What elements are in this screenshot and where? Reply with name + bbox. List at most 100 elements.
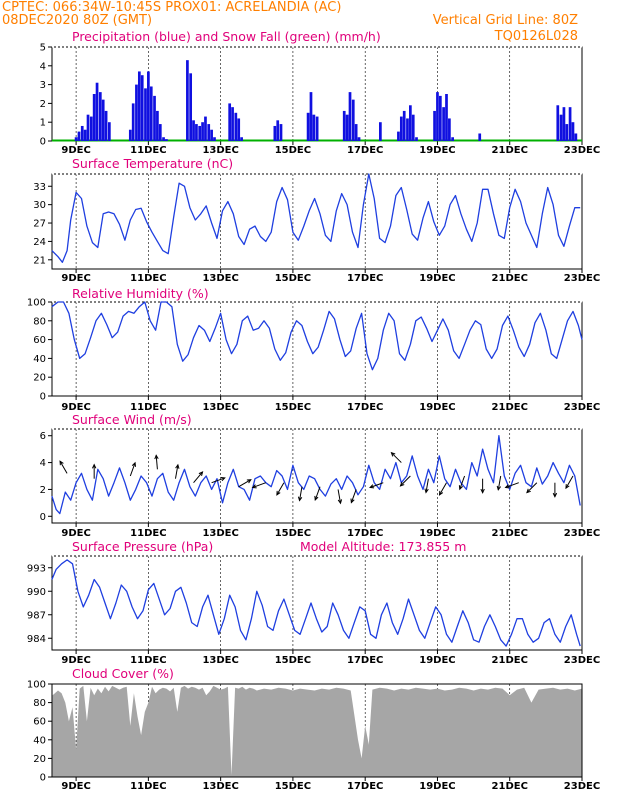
y-tick-label: 60 bbox=[33, 717, 46, 728]
precip-bar bbox=[86, 114, 90, 141]
x-tick-label: 9DEC bbox=[61, 528, 90, 539]
precip-bar bbox=[201, 122, 204, 141]
wind-arrow bbox=[399, 475, 411, 487]
wind-arrow bbox=[251, 482, 266, 489]
x-tick-label: 9DEC bbox=[61, 781, 90, 792]
wind-arrow-head bbox=[458, 485, 463, 491]
x-tick-label: 13DEC bbox=[202, 655, 238, 666]
precip-bar bbox=[451, 137, 454, 141]
wind-arrow bbox=[314, 486, 321, 501]
precip-bar bbox=[107, 122, 111, 141]
wind-arrow bbox=[438, 482, 447, 496]
y-tick-label: 4 bbox=[40, 61, 46, 72]
wind-arrow-head bbox=[337, 499, 343, 505]
precip-bar bbox=[147, 71, 150, 141]
precip-bar bbox=[213, 137, 216, 141]
precip-bar bbox=[101, 99, 105, 141]
precip-bar bbox=[279, 124, 283, 141]
wind-arrow-head bbox=[390, 451, 396, 457]
precip-bar bbox=[273, 125, 277, 141]
precip-bar bbox=[128, 129, 132, 141]
x-tick-label: 11DEC bbox=[130, 528, 166, 539]
wind-arrow-shaft bbox=[369, 482, 384, 488]
wind-panel: 9DEC 11DEC 13DEC 15DEC 17DEC 19DEC 21DEC 23DEC 0… bbox=[40, 428, 600, 539]
series-line bbox=[51, 435, 581, 515]
x-tick-label: 17DEC bbox=[347, 273, 383, 284]
series-line bbox=[51, 301, 583, 371]
precip-bar bbox=[240, 137, 243, 141]
wind-arrow bbox=[526, 482, 538, 494]
wind-arrow-head bbox=[175, 463, 180, 469]
x-tick-label: 23DEC bbox=[564, 655, 600, 666]
precip-bar bbox=[478, 133, 482, 141]
wind-arrow-shaft bbox=[391, 452, 402, 463]
precip-bar bbox=[562, 107, 566, 141]
precip-bar bbox=[165, 139, 168, 141]
precip-bar bbox=[409, 105, 412, 141]
wind-arrow-shaft bbox=[425, 478, 429, 493]
precip-bar bbox=[571, 122, 575, 141]
precip-bar bbox=[210, 129, 213, 141]
wind-arrow bbox=[565, 475, 574, 490]
precip-bar bbox=[351, 99, 355, 141]
y-tick-label: 1 bbox=[40, 118, 46, 129]
x-tick-label: 23DEC bbox=[564, 528, 600, 539]
wind-arrow-head bbox=[369, 484, 375, 489]
y-tick-label: 100 bbox=[27, 680, 46, 691]
y-tick-label: 990 bbox=[27, 587, 46, 598]
wind-arrow bbox=[552, 482, 558, 498]
wind-arrow-head bbox=[504, 484, 510, 489]
precip-bar bbox=[92, 94, 96, 141]
x-tick-label: 21DEC bbox=[492, 781, 528, 792]
temperature-title: Surface Temperature (nC) bbox=[72, 156, 233, 171]
precip-bar bbox=[74, 137, 78, 141]
x-tick-label: 23DEC bbox=[564, 402, 600, 413]
wind-arrow-head bbox=[59, 460, 64, 466]
precip-bar bbox=[397, 131, 400, 141]
wind-arrow bbox=[276, 482, 285, 496]
x-tick-label: 11DEC bbox=[130, 781, 166, 792]
precip-bar bbox=[315, 116, 319, 141]
wind-arrow bbox=[91, 463, 97, 479]
x-tick-label: 13DEC bbox=[202, 145, 238, 156]
x-tick-label: 17DEC bbox=[347, 781, 383, 792]
precip-bar bbox=[153, 95, 156, 141]
x-tick-label: 21DEC bbox=[492, 273, 528, 284]
precip-bar bbox=[156, 110, 159, 141]
wind-arrow bbox=[154, 454, 159, 470]
wind-arrow bbox=[193, 471, 204, 484]
y-tick-label: 60 bbox=[33, 335, 46, 346]
precip-bar bbox=[204, 116, 207, 141]
wind-arrow-shaft bbox=[459, 475, 466, 490]
precip-bar bbox=[237, 118, 241, 141]
y-tick-label: 987 bbox=[27, 610, 46, 621]
precip-bar bbox=[556, 105, 560, 141]
y-tick-label: 2 bbox=[40, 99, 46, 110]
precip-bar bbox=[186, 60, 189, 141]
x-tick-label: 11DEC bbox=[130, 145, 166, 156]
wind-arrow-shaft bbox=[59, 460, 68, 474]
header-run-date: 08DEC2020 80Z (GMT) bbox=[2, 13, 152, 28]
x-tick-label: 13DEC bbox=[202, 402, 238, 413]
humidity-title: Relative Humidity (%) bbox=[72, 286, 209, 301]
plot-frame bbox=[51, 555, 583, 651]
y-tick-label: 100 bbox=[27, 298, 46, 309]
precip-bar bbox=[189, 73, 193, 141]
y-tick-label: 33 bbox=[33, 182, 46, 193]
precip-bar bbox=[98, 92, 102, 141]
precip-bar bbox=[137, 71, 141, 141]
wind-arrow-shaft bbox=[155, 455, 158, 470]
wind-title: Surface Wind (m/s) bbox=[72, 412, 192, 427]
wind-arrow-head bbox=[198, 471, 204, 476]
x-tick-label: 17DEC bbox=[347, 402, 383, 413]
header-grid-line: Vertical Grid Line: 80Z bbox=[433, 13, 578, 28]
cloud-title: Cloud Cover (%) bbox=[72, 666, 174, 681]
precip-bar bbox=[445, 94, 448, 141]
x-tick-label: 15DEC bbox=[275, 402, 311, 413]
y-tick-label: 21 bbox=[33, 255, 46, 266]
wind-arrow-head bbox=[480, 488, 485, 494]
x-tick-label: 17DEC bbox=[347, 145, 383, 156]
precip-bar bbox=[574, 133, 578, 141]
wind-arrow-head bbox=[399, 481, 405, 487]
